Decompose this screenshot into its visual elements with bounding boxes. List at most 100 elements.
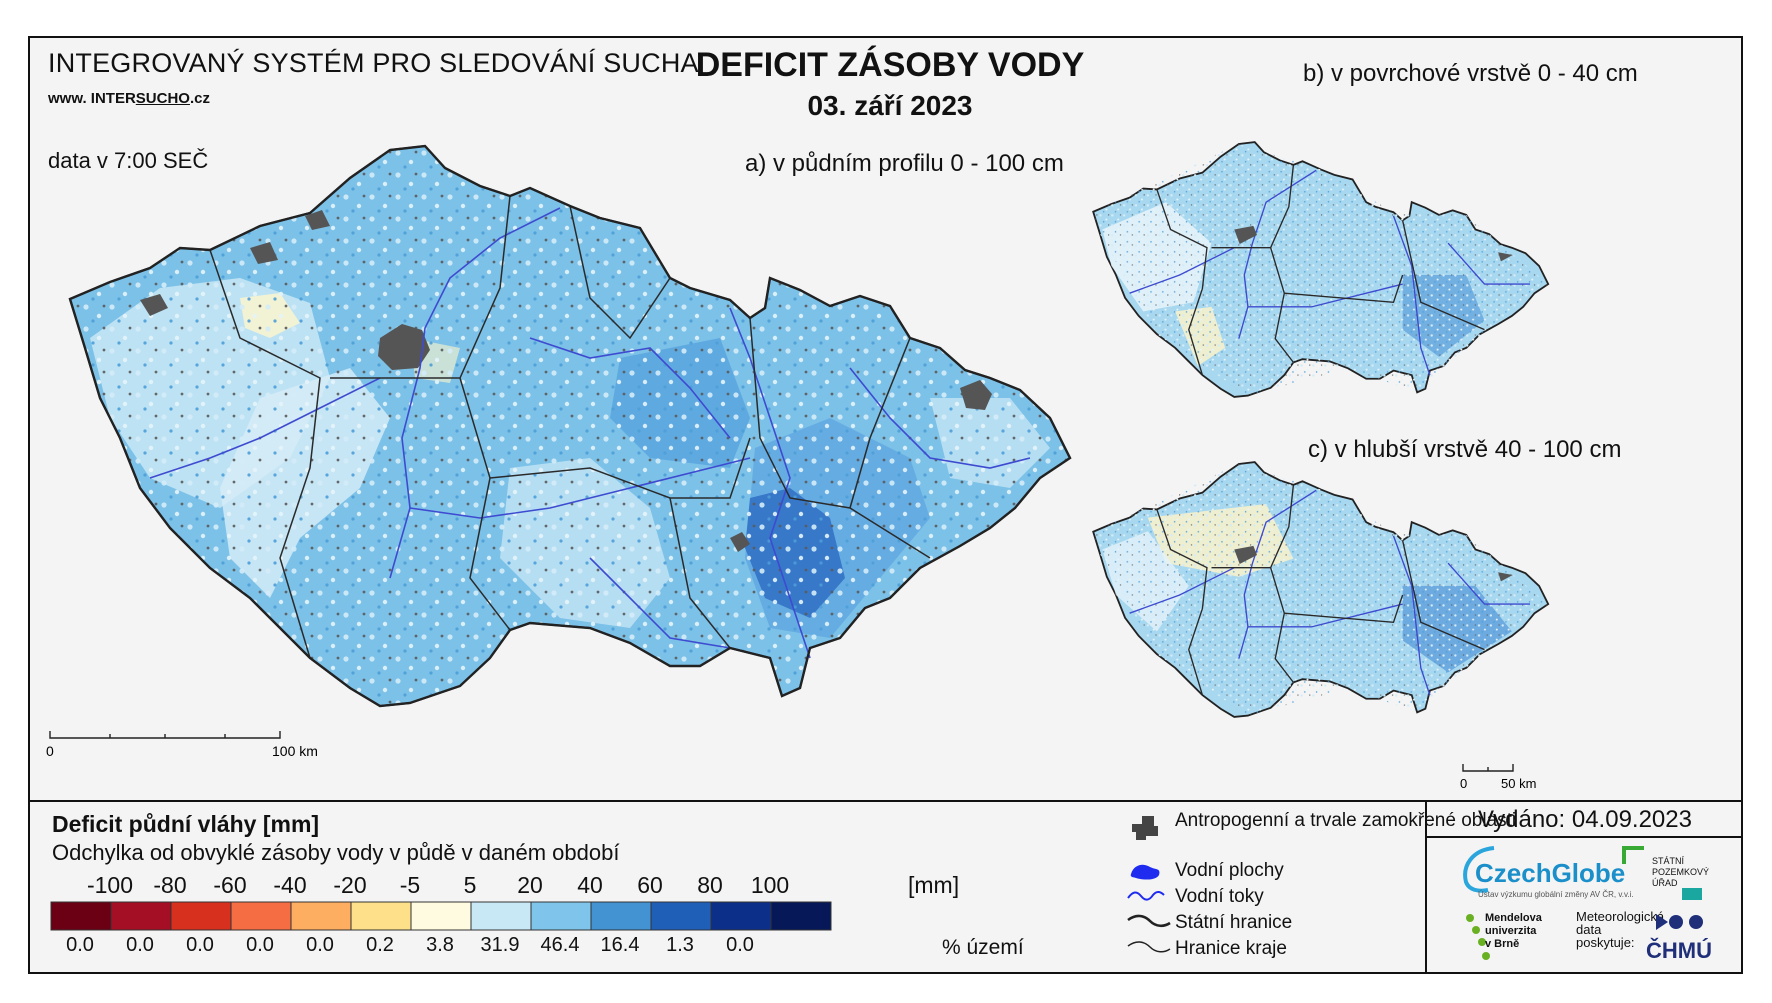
map-c-label: c) v hlubší vrstvě 40 - 100 cm xyxy=(1308,436,1622,463)
symbol-label: Vodní toky xyxy=(1175,886,1264,907)
mendel-line: v Brně xyxy=(1485,938,1520,950)
spu-logo-mark xyxy=(1622,846,1702,900)
legend-tick: -20 xyxy=(333,872,367,898)
legend-unit: [mm] xyxy=(908,872,960,898)
czechglobe-logo: CzechGlobe xyxy=(1475,858,1626,888)
map-a-label: a) v půdním profilu 0 - 100 cm xyxy=(745,150,1064,177)
legend-color-swatch xyxy=(50,901,112,931)
main-map xyxy=(68,144,1072,708)
map-b xyxy=(1092,141,1550,398)
symbol-label: Vodní plochy xyxy=(1175,860,1284,881)
legend-color-swatch xyxy=(650,901,712,931)
main-scale-bar xyxy=(49,731,281,739)
scale-end-label: 100 km xyxy=(272,743,318,759)
meteo-line: data xyxy=(1576,922,1602,937)
map-sheet: INTEGROVANÝ SYSTÉM PRO SLEDOVÁNÍ SUCHA w… xyxy=(28,36,1743,974)
chmu-logo-mark xyxy=(1656,914,1703,930)
legend-percentage-unit: % území xyxy=(942,936,1024,959)
website-link[interactable]: www. INTERSUCHO.cz xyxy=(48,90,210,107)
spu-logo-text: STÁTNÍ POZEMKOVÝ ÚŘAD xyxy=(1652,856,1709,889)
river-icon xyxy=(1127,891,1165,901)
scale-start-label: 0 xyxy=(46,743,54,759)
legend-tick: 60 xyxy=(637,872,663,898)
legend-color-swatch xyxy=(110,901,172,931)
meteo-data-text: Meteorologická data poskytuje: xyxy=(1576,910,1664,949)
meteo-line: Meteorologická xyxy=(1576,909,1665,924)
legend-color-swatch xyxy=(770,901,832,931)
legend-color-swatch xyxy=(290,901,352,931)
legend-tick: -100 xyxy=(86,872,134,898)
legend-color-swatch xyxy=(710,901,772,931)
legend-percentage: 1.3 xyxy=(666,934,694,956)
symbol-label: Státní hranice xyxy=(1175,912,1293,933)
water-body-icon xyxy=(1130,864,1160,880)
spu-line: STÁTNÍ xyxy=(1652,856,1685,866)
page-title: DEFICIT ZÁSOBY VODY xyxy=(695,46,1085,84)
urban-area-ostrava xyxy=(960,380,992,410)
czechglobe-subtitle: Ústav výzkumu globální změny AV ČR, v.v.… xyxy=(1478,890,1634,899)
url-part: .cz xyxy=(189,90,210,107)
legend-tick: 40 xyxy=(577,872,603,898)
issued-date: Vydáno: 04.09.2023 xyxy=(1478,806,1692,833)
urban-area-icon xyxy=(1132,816,1158,840)
legend-percentage: 0.0 xyxy=(126,934,154,956)
legend-divider xyxy=(30,800,1741,802)
data-time-note: data v 7:00 SEČ xyxy=(48,148,209,173)
maps-canvas: 0 100 km xyxy=(46,141,1550,791)
legend-color-swatch xyxy=(170,901,232,931)
meteo-line: poskytuje: xyxy=(1576,935,1635,950)
legend-tick: -60 xyxy=(213,872,247,898)
region-border-icon xyxy=(1127,941,1171,953)
main-state-border xyxy=(68,144,1072,708)
legend-tick: 5 xyxy=(463,872,477,898)
symbol-label: Antropogenní a trvale zamokřené oblasti xyxy=(1175,810,1517,831)
legend-tick: 100 xyxy=(750,872,790,898)
legend-percentage: 3.8 xyxy=(426,934,454,956)
mendel-line: univerzita xyxy=(1485,925,1537,937)
legend-color-swatch xyxy=(470,901,532,931)
legend-tick: 80 xyxy=(697,872,723,898)
urban-area-north xyxy=(140,210,330,316)
legend-color-swatch xyxy=(530,901,592,931)
legend-subtitle: Odchylka od obvyklé zásoby vody v půdě v… xyxy=(52,840,620,865)
rivers xyxy=(149,207,1031,659)
urban-area-prague xyxy=(378,324,430,370)
legend-percentage: 46.4 xyxy=(540,934,580,956)
legend-color-swatch xyxy=(410,901,472,931)
map-c xyxy=(1092,461,1550,718)
legend-percentage: 0.0 xyxy=(66,934,94,956)
organization-title: INTEGROVANÝ SYSTÉM PRO SLEDOVÁNÍ SUCHA xyxy=(48,48,699,78)
legend-tick: -80 xyxy=(153,872,187,898)
legend-color-swatch xyxy=(230,901,292,931)
spu-line: POZEMKOVÝ xyxy=(1652,867,1710,877)
legend-color-swatch xyxy=(590,901,652,931)
legend-percentage: 0.0 xyxy=(306,934,334,956)
legend-color-swatch xyxy=(350,901,412,931)
legend-percentage: 16.4 xyxy=(600,934,640,956)
legend-percentage: 31.9 xyxy=(480,934,520,956)
map-b-label: b) v povrchové vrstvě 0 - 40 cm xyxy=(1303,60,1638,87)
legend-title: Deficit půdní vláhy [mm] xyxy=(52,811,320,837)
mendel-university-text: Mendelova univerzita v Brně xyxy=(1485,912,1542,951)
legend-tick: -40 xyxy=(273,872,307,898)
legend-tick: 20 xyxy=(517,872,543,898)
legend-color-bar xyxy=(50,901,832,931)
chmu-logo: ČHMÚ xyxy=(1646,938,1712,963)
small-scale-start: 0 xyxy=(1460,776,1467,791)
legend-vertical-divider xyxy=(1425,800,1427,972)
legend-percentage: 0.0 xyxy=(186,934,214,956)
mendel-university-logo xyxy=(1466,914,1490,960)
legend-tick: -5 xyxy=(399,872,421,898)
symbol-label: Hranice kraje xyxy=(1175,938,1287,959)
region-borders xyxy=(209,195,931,659)
small-scale-end: 50 km xyxy=(1501,776,1536,791)
logo-divider xyxy=(1425,836,1741,838)
urban-area-brno xyxy=(730,532,750,552)
url-part: www. INTER xyxy=(48,90,136,107)
url-part-underlined: SUCHO xyxy=(135,90,190,107)
legend-percentage: 0.0 xyxy=(246,934,274,956)
state-border-icon xyxy=(1127,914,1171,928)
czechglobe-logo-arc xyxy=(1463,846,1495,893)
legend-percentage: 0.0 xyxy=(726,934,754,956)
spu-line: ÚŘAD xyxy=(1652,878,1678,888)
